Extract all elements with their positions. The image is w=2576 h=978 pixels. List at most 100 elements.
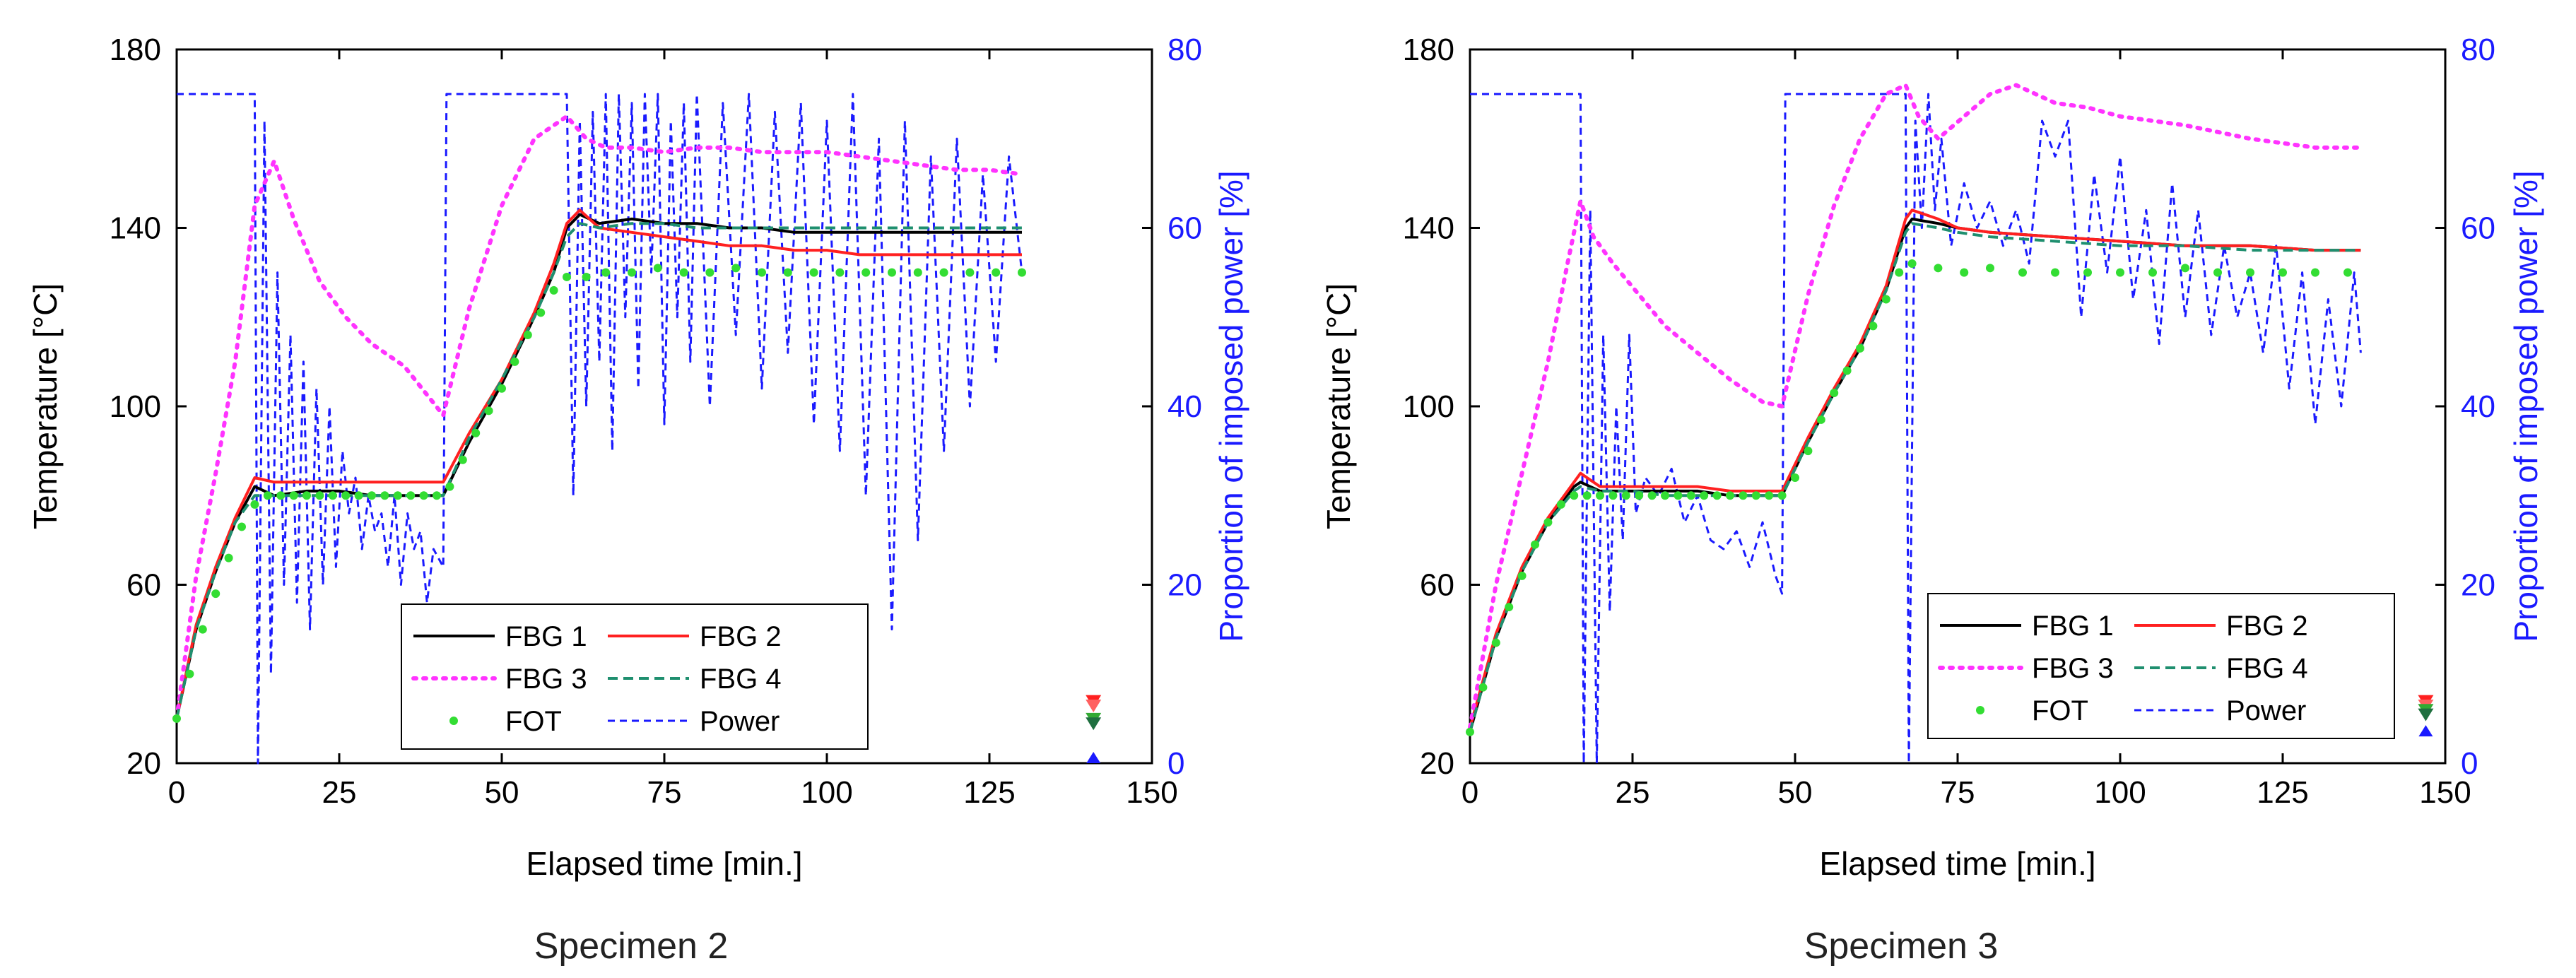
y2-tick-label: 40: [2461, 389, 2495, 424]
fot-point: [315, 491, 324, 500]
y2-axis-title: Proportion of imposed power [%]: [1213, 170, 1249, 642]
end-marker: [2418, 708, 2434, 721]
legend-label-fbg3: FBG 3: [505, 664, 587, 695]
x-tick-label: 125: [963, 775, 1015, 810]
legend-label-power: Power: [700, 706, 780, 737]
legend-label-fbg2: FBG 2: [700, 621, 782, 652]
y-tick-label: 60: [127, 568, 161, 603]
fot-point: [563, 272, 571, 281]
fot-point: [1869, 322, 1878, 331]
legend-label-fbg4: FBG 4: [2226, 653, 2308, 684]
x-tick-label: 0: [1462, 775, 1478, 810]
fot-point: [1986, 264, 1994, 273]
fot-point: [835, 268, 845, 277]
fot-point: [263, 491, 272, 500]
fot-point: [2181, 264, 2189, 273]
fot-point: [1686, 491, 1695, 500]
fot-point: [1478, 683, 1488, 692]
fot-point: [1505, 603, 1514, 612]
fot-point: [380, 491, 389, 500]
fot-point: [289, 491, 298, 500]
fot-point: [992, 268, 1001, 277]
x-tick-label: 75: [1941, 775, 1975, 810]
x-tick-label: 125: [2257, 775, 2308, 810]
fot-point: [433, 491, 441, 500]
y2-tick-label: 40: [1168, 389, 1202, 424]
fot-point: [758, 268, 766, 277]
legend-label-power: Power: [2226, 695, 2306, 726]
x-tick-label: 25: [322, 775, 357, 810]
y2-tick-label: 20: [1168, 568, 1202, 603]
fot-point: [328, 491, 337, 500]
fot-point: [2051, 268, 2059, 277]
fot-point: [172, 714, 181, 723]
fot-point: [1907, 259, 1917, 268]
fot-point: [2278, 268, 2287, 277]
legend-label-fbg1: FBG 1: [505, 621, 587, 652]
fot-point: [1661, 491, 1669, 500]
legend: FBG 1 FBG 2 FBG 3 FBG 4 FOT Power: [1927, 593, 2395, 739]
fot-point: [2311, 268, 2319, 277]
x-axis-title: Elapsed time [min.]: [1819, 845, 2095, 882]
fot-point: [1517, 571, 1527, 580]
fot-point: [1596, 491, 1604, 500]
x-tick-label: 150: [1126, 775, 1177, 810]
fot-point: [1635, 491, 1644, 500]
fot-point: [2148, 268, 2157, 277]
y2-tick-label: 80: [1168, 33, 1202, 67]
fot-point: [2116, 268, 2124, 277]
y-tick-label: 100: [1403, 389, 1454, 424]
fot-point: [1556, 500, 1565, 509]
fot-point: [498, 384, 506, 393]
fot-point: [1934, 264, 1943, 273]
fot-point: [2343, 268, 2352, 277]
fot-point: [1466, 727, 1474, 736]
fot-point: [354, 491, 363, 500]
fot-point: [523, 331, 532, 339]
fot-point: [1621, 491, 1630, 500]
x-tick-label: 0: [168, 775, 185, 810]
fot-point: [536, 308, 546, 317]
y-tick-label: 180: [110, 33, 161, 67]
fot-point: [1830, 389, 1839, 398]
x-tick-label: 150: [2419, 775, 2471, 810]
x-tick-label: 100: [2094, 775, 2146, 810]
fot-point: [549, 285, 558, 295]
fot-point: [211, 589, 220, 599]
fot-point: [582, 272, 591, 281]
fot-point: [1608, 491, 1618, 500]
fot-point: [653, 264, 662, 273]
fot-point: [1765, 491, 1774, 500]
legend-label-fbg2: FBG 2: [2226, 611, 2308, 642]
fot-point: [1712, 491, 1722, 500]
fot-point: [1582, 491, 1592, 500]
end-marker: [1086, 699, 1102, 712]
fot-point: [198, 625, 207, 634]
fot-point: [1960, 268, 1969, 277]
fot-point: [185, 669, 194, 678]
x-axis-title: Elapsed time [min.]: [526, 845, 802, 882]
series-fot: [1466, 259, 2352, 736]
fot-point: [2018, 268, 2027, 277]
fot-point: [939, 268, 948, 277]
y-tick-label: 60: [1420, 568, 1454, 603]
fot-point: [1543, 518, 1553, 527]
legend-label-fot: FOT: [505, 706, 562, 737]
x-tick-label: 75: [647, 775, 682, 810]
y2-tick-label: 60: [1168, 211, 1202, 246]
fot-point: [1777, 491, 1787, 500]
fot-point: [224, 553, 233, 562]
series-fbg-3: [175, 114, 1024, 721]
fot-point: [2246, 268, 2254, 277]
y-tick-label: 140: [110, 211, 161, 246]
y2-axis-title: Proportion of imposed power [%]: [2507, 170, 2544, 642]
fot-point: [1842, 366, 1852, 375]
end-marker-power: [1086, 752, 1101, 763]
series-layer: [172, 93, 1102, 765]
fot-point: [1895, 268, 1904, 277]
fot-point: [783, 268, 792, 277]
fot-point: [913, 268, 922, 277]
